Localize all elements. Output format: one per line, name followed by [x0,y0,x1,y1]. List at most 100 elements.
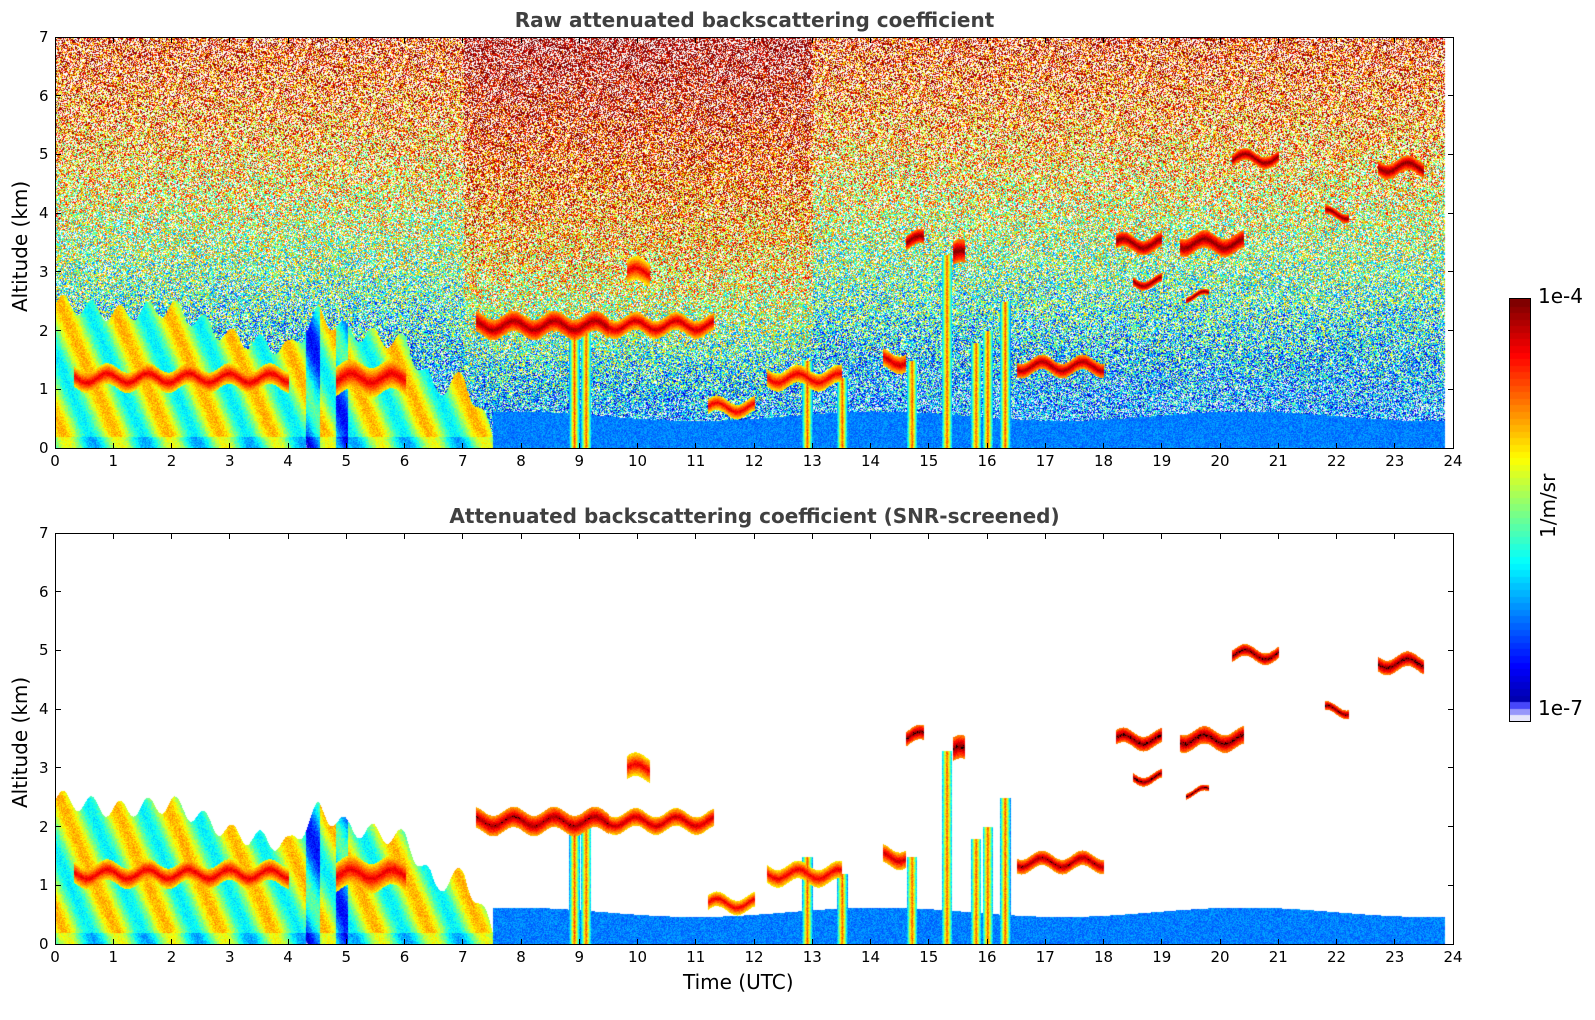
y-tick-label: 3 [39,262,49,281]
y-tick-label: 6 [39,86,49,105]
x-tick [1336,939,1337,945]
x-tick-label: 18 [1093,948,1114,966]
x-tick-label: 4 [283,948,293,966]
x-tick-label: 11 [686,948,706,966]
x-tick-label: 22 [1326,948,1347,966]
x-tick [1277,443,1279,449]
x-tick-label: 16 [977,948,997,966]
panel2-heatmap [56,534,1453,944]
x-tick-label: 2 [166,948,177,966]
y-tick [55,36,61,38]
x-tick [986,443,988,449]
x-tick-top [1103,533,1104,539]
x-tick [870,443,871,449]
x-tick [112,443,114,449]
x-tick-top [229,37,231,43]
y-tick [1448,447,1454,449]
x-tick-label: 7 [457,948,468,966]
panel2-plot-area [55,533,1454,945]
x-tick-label: 20 [1210,948,1230,966]
x-tick [54,443,56,449]
x-tick-top [928,533,930,539]
y-tick [55,212,61,214]
x-tick-top [171,37,172,43]
x-tick-label: 14 [860,948,881,966]
y-tick [1448,708,1454,710]
x-tick-label: 1 [108,452,119,470]
x-tick-top [112,37,114,43]
x-tick [695,939,697,945]
y-tick-label: 0 [39,439,49,457]
x-tick-label: 17 [1035,452,1055,470]
x-tick-top [229,533,231,539]
x-tick-top [1219,37,1221,43]
y-tick [1448,95,1454,97]
x-tick-label: 23 [1385,452,1405,470]
x-tick [578,443,580,449]
x-tick [986,939,988,945]
x-tick [695,443,697,449]
x-tick-label: 21 [1268,452,1288,470]
x-tick-top [171,533,172,539]
y-tick-label: 3 [39,758,49,777]
x-tick [928,443,930,449]
x-tick-label: 24 [1443,452,1463,470]
x-tick-top [928,37,930,43]
y-tick [1448,212,1454,214]
y-tick [55,649,61,651]
y-tick [55,826,61,828]
x-tick [287,939,289,945]
y-tick [55,708,61,710]
y-tick [55,271,61,273]
x-tick-top [54,37,56,43]
colorbar [1509,298,1531,722]
x-tick-label: 24 [1443,948,1463,966]
x-tick-label: 13 [802,452,822,470]
x-tick-top [753,37,755,43]
x-tick [1044,443,1046,449]
x-tick-top [520,37,522,43]
x-tick [811,443,813,449]
colorbar-gradient [1510,299,1530,721]
x-tick [1219,443,1221,449]
x-tick-label: 17 [1035,948,1055,966]
y-tick-label: 1 [39,876,49,895]
x-tick-top [1219,533,1221,539]
panel2-xlabel: Time (UTC) [683,970,794,994]
y-tick-label: 4 [39,204,49,223]
y-tick [1448,649,1454,651]
x-tick-label: 0 [50,452,60,470]
x-tick [1452,939,1454,945]
x-tick-label: 23 [1385,948,1405,966]
x-tick-top [1103,37,1104,43]
x-tick [112,939,114,945]
y-tick [1448,388,1454,390]
x-tick-label: 16 [977,452,997,470]
x-tick-top [1336,533,1337,539]
x-tick [1452,443,1454,449]
x-tick-label: 13 [802,948,822,966]
x-tick-label: 18 [1093,452,1114,470]
x-tick-top [1336,37,1337,43]
x-tick-label: 10 [627,948,648,966]
x-tick [229,939,231,945]
x-tick [171,939,172,945]
x-tick-top [112,533,114,539]
x-tick-label: 14 [860,452,881,470]
y-tick [1448,767,1454,769]
x-tick-top [1277,37,1279,43]
x-tick-top [811,533,813,539]
x-tick-top [986,37,988,43]
x-tick [171,443,172,449]
x-tick-top [404,37,405,43]
x-tick-top [1394,533,1396,539]
y-tick-label: 7 [39,28,49,46]
x-tick [404,443,405,449]
x-tick-label: 6 [399,452,410,470]
x-tick-top [287,37,289,43]
y-tick-label: 2 [39,817,49,836]
x-tick-label: 9 [574,452,585,470]
x-tick-top [870,37,871,43]
x-tick [345,443,347,449]
